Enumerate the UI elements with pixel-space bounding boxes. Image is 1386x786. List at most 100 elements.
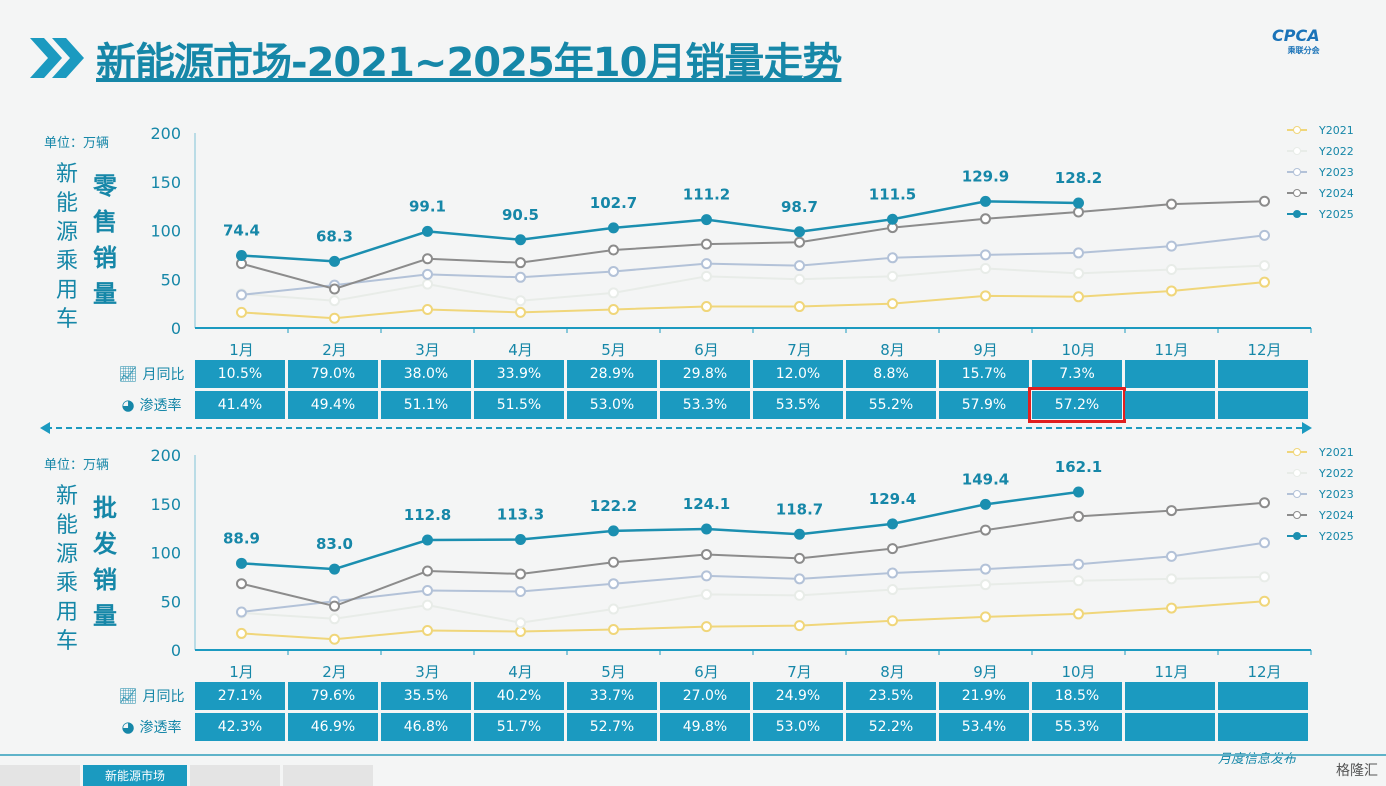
row-label: 📈︎ 月同比	[108, 682, 195, 710]
series-line-Y2022	[241, 575, 1265, 624]
x-tick-label: 10月	[1061, 341, 1095, 359]
point-Y2025	[329, 563, 340, 575]
point-Y2021	[422, 303, 433, 315]
table-cell	[1125, 360, 1215, 388]
point-Y2023	[1259, 229, 1270, 241]
point-Y2021	[980, 290, 991, 302]
table-cell	[1125, 391, 1215, 419]
footer-tab-3[interactable]	[190, 765, 280, 786]
point-Y2025	[1073, 197, 1084, 209]
unit-label: 单位：万辆	[44, 458, 110, 473]
table-cell	[1218, 360, 1308, 388]
table-cell: 23.5%	[846, 682, 936, 710]
x-tick-label: 1月	[229, 663, 254, 681]
row-label-text: 渗透率	[139, 398, 182, 414]
x-tick-label: 7月	[787, 663, 812, 681]
legend-marker	[1293, 210, 1301, 218]
point-Y2021	[515, 625, 526, 637]
data-label: 122.2	[590, 497, 637, 515]
point-Y2024	[329, 283, 340, 295]
table-cell: 79.0%	[288, 360, 378, 388]
table-cell: 28.9%	[567, 360, 657, 388]
point-Y2022	[701, 270, 712, 282]
point-Y2022	[1259, 260, 1270, 272]
footer-tab-nev-market[interactable]: 新能源市场	[83, 765, 187, 786]
data-label: 118.7	[776, 500, 823, 518]
point-Y2023	[794, 573, 805, 585]
data-label: 113.3	[497, 506, 544, 524]
point-Y2025	[980, 498, 991, 510]
point-Y2021	[329, 312, 340, 324]
point-Y2021	[329, 633, 340, 645]
y-tick-label: 150	[150, 495, 181, 514]
point-Y2024	[1073, 510, 1084, 522]
point-Y2023	[236, 289, 247, 301]
point-Y2024	[515, 257, 526, 269]
legend-label: Y2025	[1318, 208, 1354, 221]
table-cell: 79.6%	[288, 682, 378, 710]
data-label: 88.9	[223, 529, 260, 547]
point-Y2024	[329, 600, 340, 612]
point-Y2023	[980, 563, 991, 575]
x-tick-label: 2月	[322, 663, 347, 681]
table-cell: 46.8%	[381, 713, 471, 741]
point-Y2024	[1259, 195, 1270, 207]
legend-marker	[1293, 448, 1301, 456]
table-cell: 40.2%	[474, 682, 564, 710]
x-tick-label: 12月	[1247, 663, 1281, 681]
point-Y2022	[329, 613, 340, 625]
point-Y2025	[887, 518, 898, 530]
point-Y2025	[794, 528, 805, 540]
table-cell: 57.9%	[939, 391, 1029, 419]
watermark: 格隆汇	[1336, 763, 1378, 779]
table-cell: 53.0%	[753, 713, 843, 741]
point-Y2021	[794, 620, 805, 632]
point-Y2022	[887, 584, 898, 596]
point-Y2023	[1073, 558, 1084, 570]
x-tick-label: 5月	[601, 341, 626, 359]
x-tick-label: 6月	[694, 663, 719, 681]
point-Y2022	[1166, 264, 1177, 275]
legend-label: Y2025	[1318, 530, 1354, 543]
point-Y2022	[1259, 571, 1270, 583]
point-Y2023	[887, 567, 898, 579]
point-Y2022	[422, 278, 433, 290]
stats-table: 📈︎ 月同比 10.5% 79.0% 38.0% 33.9% 28.9% 29.8% 12.0%…	[108, 360, 1312, 423]
point-Y2025	[422, 534, 433, 546]
x-tick-label: 7月	[787, 341, 812, 359]
x-tick-label: 5月	[601, 663, 626, 681]
x-tick-label: 8月	[880, 663, 905, 681]
legend-marker	[1293, 469, 1301, 477]
series-line-Y2021	[241, 281, 1265, 320]
series-line-Y2024	[241, 200, 1265, 291]
y-tick-label: 0	[171, 641, 181, 660]
point-Y2025	[236, 249, 247, 261]
data-label: 68.3	[316, 227, 353, 245]
point-Y2024	[236, 578, 247, 590]
chart-title: 批发销量	[93, 494, 117, 630]
point-Y2022	[1166, 573, 1177, 585]
side-label: 新能源乘用车	[55, 162, 78, 332]
point-Y2022	[701, 588, 712, 600]
footer-tab-4[interactable]	[283, 765, 373, 786]
table-row: ◕ 渗透率 42.3% 46.9% 46.8% 51.7% 52.7% 49.8% 53.0% 5…	[108, 713, 1312, 741]
point-Y2023	[1166, 550, 1177, 562]
x-tick-label: 11月	[1154, 341, 1188, 359]
point-Y2022	[794, 273, 805, 285]
x-tick-label: 9月	[973, 341, 998, 359]
table-cell: 46.9%	[288, 713, 378, 741]
point-Y2024	[1166, 505, 1177, 517]
footer-tab-1[interactable]	[0, 765, 80, 786]
point-Y2024	[980, 524, 991, 536]
x-tick-label: 9月	[973, 663, 998, 681]
data-label: 112.8	[404, 506, 451, 524]
table-cell: 53.3%	[660, 391, 750, 419]
series-line-Y2024	[241, 501, 1265, 608]
point-Y2025	[329, 255, 340, 267]
point-Y2021	[1073, 291, 1084, 303]
table-cell: 33.9%	[474, 360, 564, 388]
table-cell	[1125, 713, 1215, 741]
table-cell: 57.2%	[1028, 387, 1126, 423]
point-Y2023	[701, 258, 712, 270]
point-Y2024	[422, 565, 433, 577]
